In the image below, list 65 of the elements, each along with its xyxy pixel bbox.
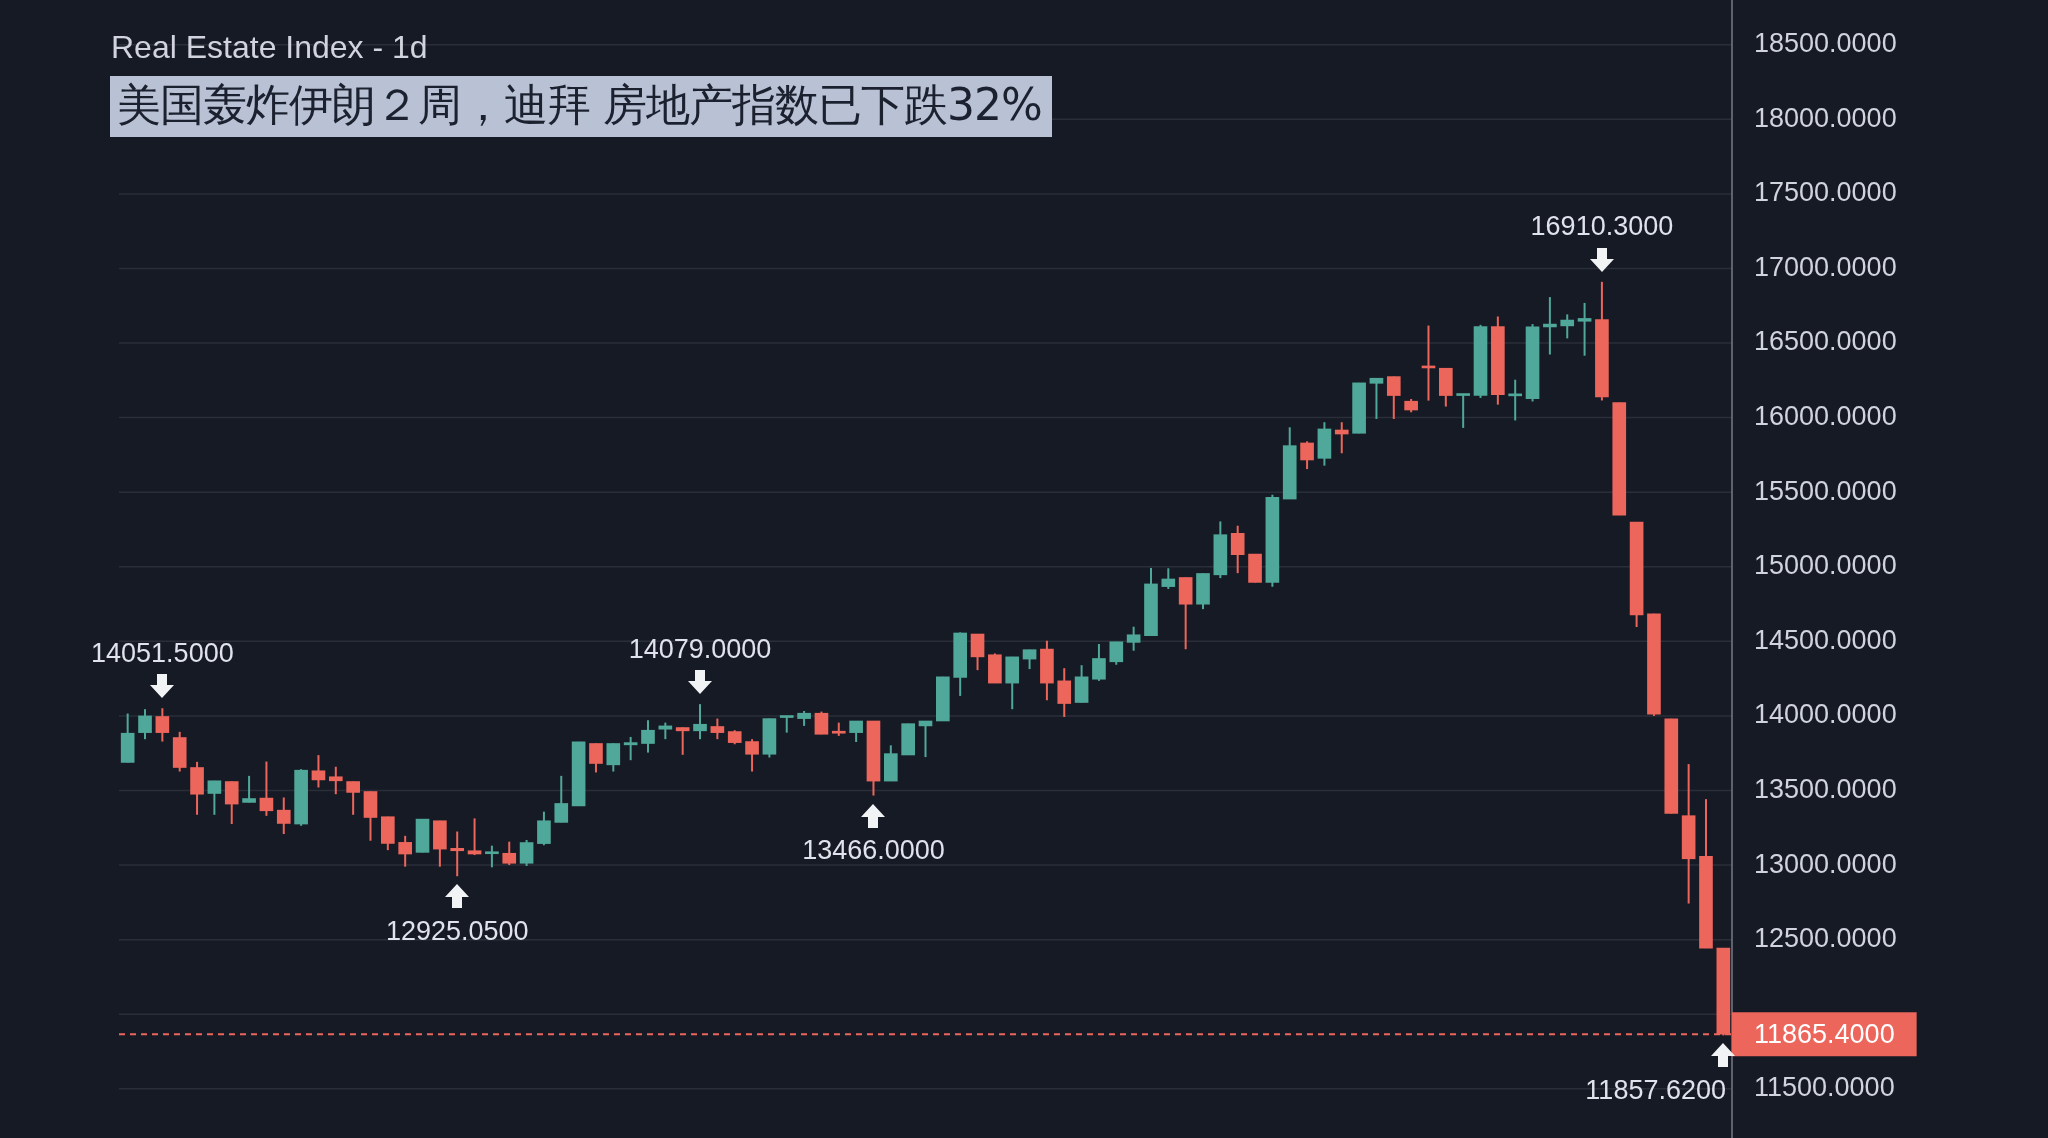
y-tick-label: 16500.0000 <box>1754 326 1897 357</box>
y-tick-label: 14000.0000 <box>1754 699 1897 730</box>
candlestick <box>502 840 517 867</box>
y-tick-label: 16000.0000 <box>1754 401 1897 432</box>
candlestick <box>779 714 794 734</box>
candlestick <box>207 779 222 816</box>
candlestick <box>311 754 326 789</box>
candlestick <box>623 735 638 762</box>
candlestick <box>242 774 256 804</box>
candlestick <box>693 703 707 741</box>
y-tick-label: 17000.0000 <box>1754 251 1897 282</box>
candlestick <box>276 796 291 836</box>
annotation: 14079.0000 <box>628 633 772 664</box>
candlestick <box>745 738 759 773</box>
candlestick <box>1369 377 1384 420</box>
y-tick-label: 15500.0000 <box>1754 475 1897 506</box>
candlestick <box>346 780 360 816</box>
candlestick <box>641 719 655 754</box>
candlestick <box>1092 643 1106 682</box>
y-tick-label: 11500.0000 <box>1754 1072 1895 1103</box>
candlestick <box>1126 625 1141 652</box>
candlestick <box>1560 313 1575 340</box>
y-tick-label: 18500.0000 <box>1754 28 1897 59</box>
candlestick <box>970 633 985 672</box>
candlestick <box>259 760 274 817</box>
candlestick <box>606 742 621 773</box>
text: 美国轰炸伊朗２周，迪拜 房地产指数已下跌32% <box>110 76 1052 137</box>
candlestick <box>1161 567 1176 590</box>
candlestick <box>814 710 829 736</box>
candlestick <box>1300 440 1314 471</box>
candlestick <box>519 839 534 867</box>
candlestick <box>398 834 413 868</box>
annotation: 12925.0500 <box>385 915 529 946</box>
candlestick <box>1109 640 1124 666</box>
candlestick <box>589 742 603 774</box>
y-tick-label: 18000.0000 <box>1754 102 1897 133</box>
candlestick <box>675 726 690 756</box>
candlestick <box>1022 648 1037 671</box>
y-tick-label: 15000.0000 <box>1754 550 1897 581</box>
candlestick <box>1386 375 1401 420</box>
candlestick <box>554 774 569 824</box>
y-tick-label: 13000.0000 <box>1754 848 1897 879</box>
candlestick <box>138 708 152 741</box>
y-tick-label: 12500.0000 <box>1754 923 1897 954</box>
candlestick <box>1057 667 1072 718</box>
candlestick <box>485 844 499 869</box>
y-tick-label: 14500.0000 <box>1754 624 1897 655</box>
candlestick <box>710 717 725 741</box>
y-tick-label: 17500.0000 <box>1754 177 1897 208</box>
annotation: 16910.3000 <box>1530 211 1674 242</box>
candlestick <box>1456 392 1470 429</box>
candlestick <box>328 765 343 796</box>
annotation: 13466.0000 <box>802 835 945 866</box>
annotation: 11857.6200 <box>1585 1074 1727 1105</box>
candlestick <box>467 817 482 857</box>
candlestick <box>1230 524 1245 575</box>
candlestick <box>155 707 170 743</box>
y-tick-label: 13500.0000 <box>1754 773 1897 804</box>
candlestick <box>537 810 551 847</box>
candlestick <box>1577 301 1592 357</box>
candlestick <box>224 780 239 826</box>
text: Real Estate Index - 1d <box>111 28 428 66</box>
ref-line-label: 11865.4000 <box>1754 1018 1895 1049</box>
annotation: 14051.5000 <box>91 637 234 668</box>
candlestick <box>450 830 465 878</box>
